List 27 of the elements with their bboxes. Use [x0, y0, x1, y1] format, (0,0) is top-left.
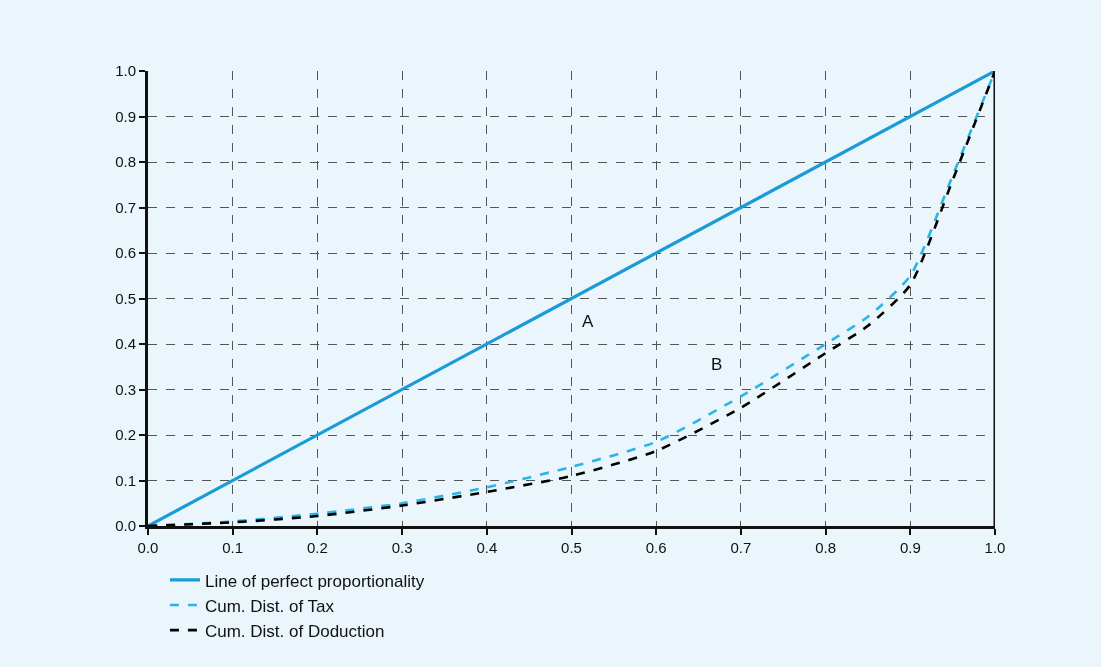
x-tick-label: 0.7: [730, 539, 752, 556]
legend-label: Line of perfect proportionality: [204, 571, 425, 591]
y-tick-label: 0.4: [115, 335, 136, 353]
x-tick-label: 0.1: [222, 539, 244, 556]
x-tick-label: 0.2: [306, 539, 328, 556]
y-tick-label: 0.5: [115, 289, 136, 307]
legend-label: Cum. Dist. of Tax: [204, 596, 335, 616]
y-tick-label: 0.0: [115, 517, 136, 535]
x-tick-label: 0.9: [899, 539, 921, 556]
x-tick-label: 0.3: [391, 539, 413, 556]
y-tick-label: 1.0: [115, 62, 136, 80]
y-tick-label: 0.7: [115, 198, 136, 216]
y-tick-label: 0.3: [115, 380, 136, 398]
y-tick-label: 0.6: [115, 244, 136, 262]
x-tick-label: 1.0: [984, 539, 1006, 556]
y-tick-label: 0.2: [115, 426, 136, 444]
x-tick-label: 0.0: [137, 539, 159, 556]
annotation: B: [711, 355, 723, 374]
y-tick-label: 0.1: [115, 471, 136, 489]
x-tick-label: 0.4: [476, 539, 498, 556]
y-tick-label: 0.8: [115, 153, 136, 171]
legend-label: Cum. Dist. of Doduction: [204, 621, 385, 641]
x-tick-label: 0.8: [815, 539, 837, 556]
annotation: A: [582, 312, 594, 331]
y-tick-label: 0.9: [115, 107, 136, 125]
x-tick-label: 0.5: [561, 539, 582, 556]
x-tick-label: 0.6: [645, 539, 667, 556]
